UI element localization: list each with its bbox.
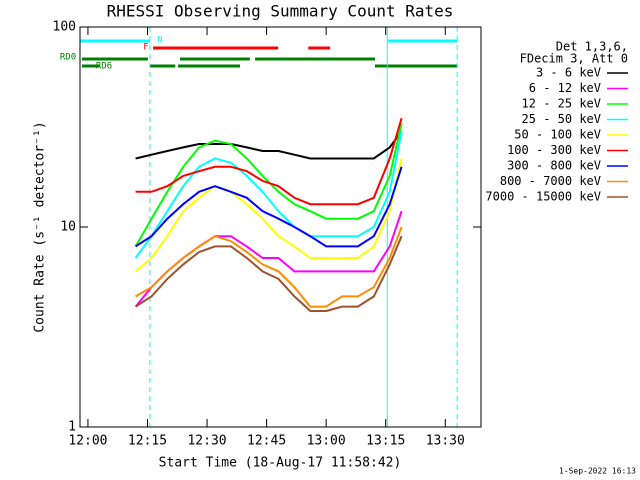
y-tick-label: 1 [68,420,76,435]
series-line [135,166,403,248]
legend-label: 50 - 100 keV [514,128,601,142]
x-tick-label: 12:45 [247,434,286,449]
legend-label: 100 - 300 keV [507,143,601,157]
legend-label: 800 - 7000 keV [500,174,601,188]
series-line [135,226,403,308]
x-axis-label: Start Time (18-Aug-17 11:58:42) [159,456,402,471]
x-tick-label: 13:00 [307,434,346,449]
flag-label: RD6 [96,62,112,72]
legend-label: 7000 - 15000 keV [485,190,601,204]
x-tick-label: 13:30 [426,434,465,449]
series-line [134,131,403,259]
x-tick-label: 12:30 [187,434,226,449]
x-tick-label: 13:15 [366,434,405,449]
legend-label: 3 - 6 keV [536,66,601,80]
y-tick-label: 100 [53,20,76,35]
legend-label: 6 - 12 keV [529,81,601,95]
series-line [135,235,403,312]
y-axis-label: Count Rate (s⁻¹ detector⁻¹) [33,121,48,332]
legend-label: 25 - 50 keV [522,112,601,126]
series-line [135,130,403,160]
x-tick-label: 12:00 [68,434,107,449]
flag-label: N [157,36,162,46]
legend-header: Det 1,3,6, [556,40,628,54]
series-line [135,117,403,206]
legend-header: FDecim 3, Att 0 [520,52,628,66]
chart-title: RHESSI Observing Summary Count Rates [107,2,454,21]
series-line [134,158,403,273]
y-tick-label: 10 [60,220,76,235]
legend-label: 12 - 25 keV [522,97,601,111]
flag-label: RD0 [60,53,76,63]
legend-label: 300 - 800 keV [507,159,601,173]
footer: 1-Sep-2022 16:13 [559,467,636,476]
x-tick-label: 12:15 [128,434,167,449]
flag-label: F [143,43,148,53]
